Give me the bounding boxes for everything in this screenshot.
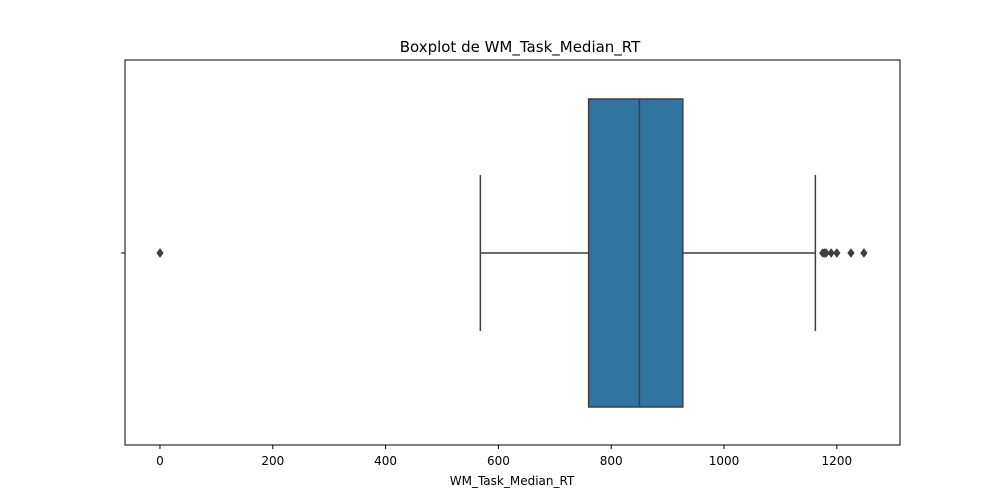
x-axis-label: WM_Task_Median_RT	[450, 474, 575, 488]
outlier-point	[833, 248, 841, 258]
outlier-point	[827, 248, 835, 258]
x-axis: 0 200 400 600 800 1000 1200	[156, 445, 852, 468]
x-tick-label: 0	[156, 454, 164, 468]
box	[587, 98, 684, 408]
outlier-point	[156, 248, 164, 258]
x-tick-label: 1200	[822, 454, 853, 468]
x-tick-label: 800	[600, 454, 623, 468]
chart-title: Boxplot de WM_Task_Median_RT	[400, 38, 641, 57]
outlier-point	[860, 248, 868, 258]
x-tick-label: 200	[261, 454, 284, 468]
x-tick-label: 1000	[709, 454, 740, 468]
outlier-point	[822, 248, 830, 258]
plot-area	[156, 98, 868, 408]
outlier-point	[847, 248, 855, 258]
x-tick-label: 600	[487, 454, 510, 468]
x-tick-label: 400	[374, 454, 397, 468]
